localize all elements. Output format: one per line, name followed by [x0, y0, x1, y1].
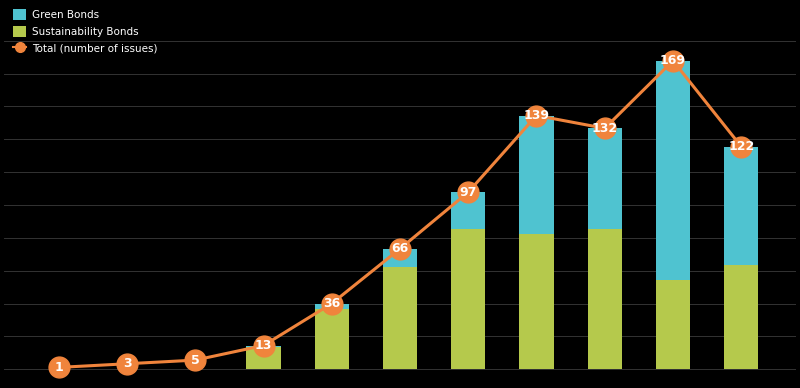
Bar	[383, 249, 417, 267]
Text: 122: 122	[728, 140, 754, 153]
Text: 132: 132	[592, 122, 618, 135]
Legend: Green Bonds, Sustainability Bonds, Total (number of issues): Green Bonds, Sustainability Bonds, Total…	[14, 9, 158, 54]
Bar	[246, 347, 281, 369]
Text: 97: 97	[459, 186, 477, 199]
Bar	[656, 280, 690, 369]
Text: 169: 169	[660, 54, 686, 67]
Bar	[451, 229, 486, 369]
Bar	[588, 128, 622, 229]
Text: 5: 5	[191, 353, 200, 367]
Bar	[519, 116, 554, 234]
Text: 66: 66	[391, 242, 409, 255]
Bar	[314, 303, 349, 309]
Text: 3: 3	[122, 357, 131, 370]
Bar	[724, 265, 758, 369]
Bar	[246, 345, 281, 347]
Text: 139: 139	[523, 109, 550, 122]
Text: 36: 36	[323, 297, 340, 310]
Bar	[656, 61, 690, 280]
Bar	[588, 229, 622, 369]
Bar	[314, 309, 349, 369]
Text: 13: 13	[255, 339, 272, 352]
Bar	[383, 267, 417, 369]
Bar	[724, 147, 758, 265]
Text: 1: 1	[54, 361, 63, 374]
Bar	[451, 192, 486, 229]
Bar	[519, 234, 554, 369]
